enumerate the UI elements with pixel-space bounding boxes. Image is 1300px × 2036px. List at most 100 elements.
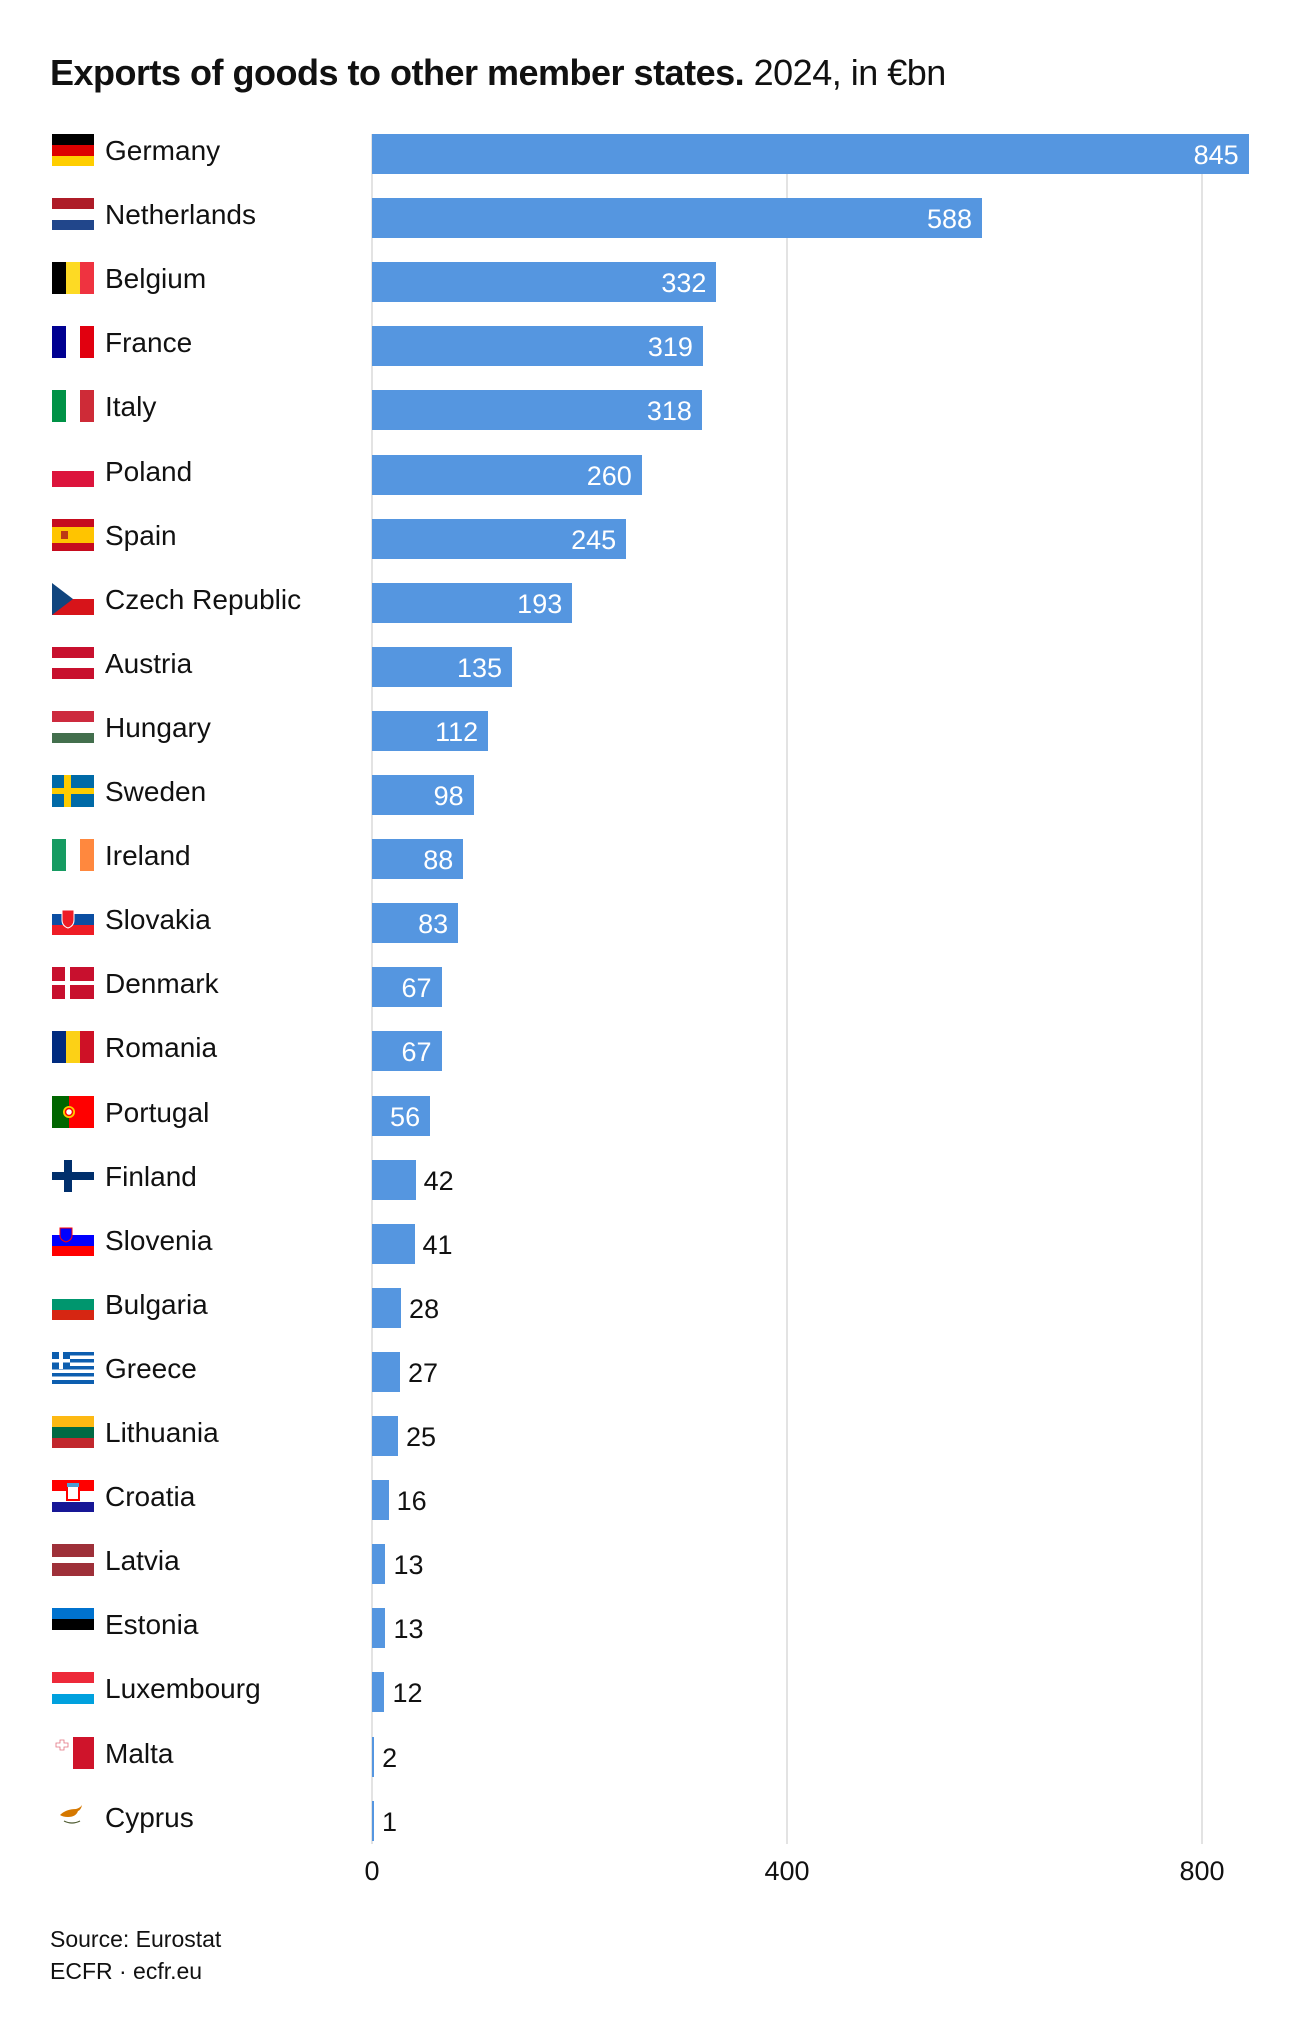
czech-flag-icon <box>52 582 94 615</box>
country-label: Belgium <box>105 263 207 295</box>
chart-row: Slovakia 83 <box>0 903 1300 944</box>
chart-row: Slovenia 41 <box>0 1223 1300 1264</box>
bar <box>372 775 474 815</box>
value-label: 12 <box>392 1678 423 1709</box>
belgium-flag-icon <box>52 262 94 295</box>
value-label: 319 <box>647 332 693 363</box>
country-label: Czech Republic <box>105 583 302 615</box>
chart-row: Sweden 98 <box>0 775 1300 815</box>
romania-flag-icon <box>52 1031 94 1064</box>
bar <box>372 1416 398 1456</box>
chart-title-main: Exports of goods to other member states. <box>50 52 745 93</box>
france-flag-icon <box>52 326 94 359</box>
chart-row: Czech Republic 193 <box>0 582 1300 623</box>
slovakia-flag-icon <box>52 903 94 936</box>
estonia-flag-icon <box>52 1608 94 1641</box>
chart-row: Estonia 13 <box>0 1608 1300 1649</box>
country-label: Italy <box>105 391 157 423</box>
cyprus-flag-icon <box>52 1800 94 1833</box>
portugal-flag-icon <box>52 1095 94 1128</box>
value-label: 16 <box>396 1486 427 1517</box>
bar <box>372 1672 385 1713</box>
value-label: 13 <box>393 1550 424 1581</box>
bar <box>372 262 717 303</box>
chart-row: France 319 <box>0 326 1300 367</box>
spain-flag-icon <box>52 518 94 551</box>
country-label: Portugal <box>105 1096 210 1128</box>
x-tick-400: 400 <box>764 1856 810 1886</box>
x-tick-800: 800 <box>1179 1856 1225 1886</box>
chart-row: Greece 27 <box>0 1351 1300 1392</box>
latvia-flag-icon <box>52 1544 94 1577</box>
chart-row: Denmark 67 <box>0 967 1300 1008</box>
chart-row: Spain 245 <box>0 518 1300 559</box>
value-label: 67 <box>401 973 432 1004</box>
bar <box>372 646 513 687</box>
value-label: 2 <box>382 1742 398 1773</box>
credit-note: ECFR · ecfr.eu <box>50 1958 203 1984</box>
chart-row: Croatia 16 <box>0 1480 1300 1521</box>
chart-row: Ireland 88 <box>0 839 1300 880</box>
country-label: France <box>105 327 193 359</box>
chart-title-subtitle: 2024, in €bn <box>744 52 947 93</box>
chart-row: Lithuania 25 <box>0 1416 1300 1456</box>
value-label: 135 <box>457 652 503 683</box>
gridline-800 <box>1201 134 1203 1844</box>
chart-row: Latvia 13 <box>0 1544 1300 1585</box>
country-label: Ireland <box>105 840 191 872</box>
country-label: Latvia <box>105 1545 180 1577</box>
bar <box>372 134 1249 174</box>
country-label: Romania <box>105 1032 218 1064</box>
value-label: 98 <box>433 781 464 811</box>
country-label: Denmark <box>105 968 219 1000</box>
bar <box>372 1095 431 1136</box>
denmark-flag-icon <box>52 967 94 1000</box>
country-label: Finland <box>105 1160 197 1192</box>
chart-title: Exports of goods to other member states.… <box>50 52 946 94</box>
bar <box>372 582 573 623</box>
bulgaria-flag-icon <box>52 1287 94 1320</box>
chart-row: Poland 260 <box>0 454 1300 495</box>
luxembourg-flag-icon <box>52 1672 94 1705</box>
chart-row: Bulgaria 28 <box>0 1287 1300 1328</box>
chart-row: Belgium 332 <box>0 262 1300 303</box>
x-tick-0: 0 <box>364 1856 380 1886</box>
value-label: 56 <box>390 1101 421 1132</box>
country-label: Lithuania <box>105 1417 219 1448</box>
country-label: Malta <box>105 1737 174 1769</box>
value-label: 41 <box>422 1229 453 1260</box>
germany-flag-icon <box>52 134 94 166</box>
bar <box>372 1544 386 1585</box>
malta-flag-icon <box>52 1736 94 1769</box>
chart-row: Romania 67 <box>0 1031 1300 1072</box>
chart-row: Cyprus 1 <box>0 1800 1300 1841</box>
bar <box>372 518 627 559</box>
value-label: 260 <box>586 460 632 491</box>
value-label: 112 <box>435 716 479 747</box>
country-label: Greece <box>105 1352 197 1384</box>
country-label: Spain <box>105 519 177 551</box>
value-label: 83 <box>418 909 449 940</box>
country-label: Bulgaria <box>105 1288 208 1320</box>
bar <box>372 1480 389 1521</box>
bar <box>372 967 442 1008</box>
value-label: 42 <box>423 1165 454 1196</box>
country-label: Poland <box>105 455 193 487</box>
ireland-flag-icon <box>52 839 94 872</box>
bar <box>372 1800 374 1841</box>
netherlands-flag-icon <box>52 198 94 231</box>
bar <box>372 1351 400 1392</box>
value-label: 25 <box>405 1422 436 1452</box>
greece-flag-icon <box>52 1351 94 1384</box>
bar <box>372 390 702 431</box>
bar <box>372 1736 375 1777</box>
value-label: 318 <box>646 396 692 427</box>
chart-row: Portugal 56 <box>0 1095 1300 1136</box>
country-label: Estonia <box>105 1609 199 1641</box>
croatia-flag-icon <box>52 1480 94 1513</box>
value-label: 845 <box>1193 140 1239 170</box>
country-label: Austria <box>105 647 193 679</box>
value-label: 67 <box>401 1037 432 1068</box>
value-label: 193 <box>517 588 563 619</box>
chart-row: Finland 42 <box>0 1159 1300 1200</box>
